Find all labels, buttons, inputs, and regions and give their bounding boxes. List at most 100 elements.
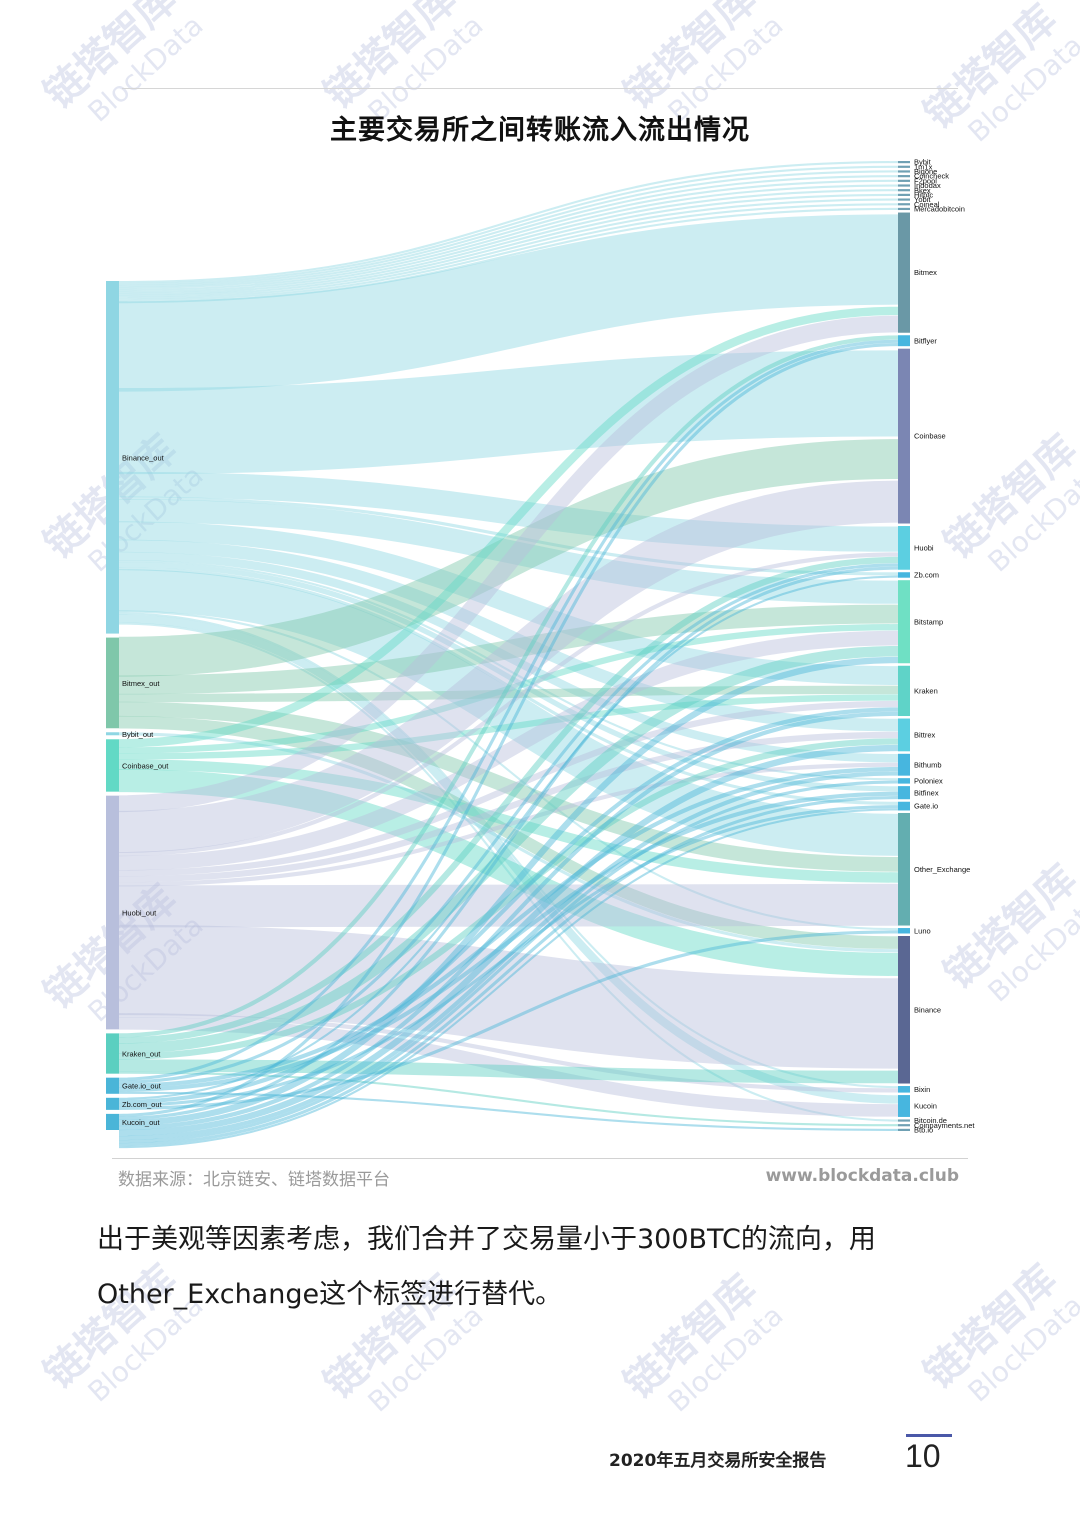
target-node-coineal bbox=[898, 203, 910, 206]
flow-kucoin-out-to-bitfinex bbox=[118, 796, 899, 1147]
target-node-mercadobitcoin bbox=[898, 207, 910, 211]
source-label-kraken-out: Kraken_out bbox=[122, 1050, 161, 1059]
flow-binance-out-to-indodax bbox=[118, 184, 899, 294]
top-divider bbox=[122, 88, 958, 89]
chart-title: 主要交易所之间转账流入流出情况 bbox=[330, 115, 750, 146]
flow-coinbase-out-to-other-exchange bbox=[118, 759, 899, 883]
flow-kucoin-out-to-bittrex bbox=[118, 744, 899, 1137]
target-node-f2pool bbox=[898, 179, 910, 182]
target-node-poloniex bbox=[898, 778, 910, 784]
flow-kucoin-out-to-bitflyer bbox=[118, 342, 899, 1117]
flow-kucoin-out-to-bitstamp bbox=[118, 656, 899, 1127]
page-number-accent-bar bbox=[906, 1434, 952, 1437]
source-node-kucoin-out bbox=[106, 1113, 119, 1130]
target-node-bixin bbox=[898, 1086, 910, 1093]
flow-binance-out-to-bitmex bbox=[118, 214, 899, 392]
body-line-1: 出于美观等因素考虑，我们合并了交易量小于300BTC的流向，用 bbox=[97, 1224, 876, 1255]
flow-binance-out-to-hitbtc bbox=[118, 193, 899, 298]
flow-coinbase-out-to-kraken bbox=[118, 694, 899, 760]
source-label-zb-com-out: Zb.com_out bbox=[122, 1100, 163, 1109]
target-label-binance: Binance bbox=[914, 1005, 941, 1014]
target-label-bittrex: Bittrex bbox=[914, 731, 936, 740]
target-label-kraken: Kraken bbox=[914, 686, 938, 695]
flow-binance-out-to-luno bbox=[118, 610, 899, 931]
flow-huobi-out-to-bitmex bbox=[118, 315, 899, 813]
sankey-chart: Binance_out Bitmex_out Bybit_out Coinbase_o… bbox=[106, 158, 975, 1149]
flow-binance-out-to-bixin bbox=[118, 612, 899, 1089]
target-node-bitmex bbox=[898, 212, 910, 333]
target-label-coinbase: Coinbase bbox=[914, 432, 946, 441]
target-node-yobit bbox=[898, 198, 910, 201]
target-label-coinpayments-net: Coinpayments.net bbox=[914, 1121, 975, 1130]
target-node-zb-com bbox=[898, 572, 910, 578]
target-label-bitcoin-de: Bitcoin.de bbox=[914, 1116, 947, 1125]
target-label-1m1x: 1m1x bbox=[914, 162, 933, 171]
flow-huobi-out-to-kraken bbox=[118, 700, 899, 877]
flow-binance-out-to-coincheck bbox=[118, 175, 899, 290]
target-label-f2pool: F2pool bbox=[914, 176, 937, 185]
flow-binance-out-to-zb-com bbox=[118, 496, 899, 576]
target-label-bigone: Bigone bbox=[914, 167, 937, 176]
flow-kraken-out-to-binance bbox=[118, 1059, 899, 1084]
target-node-gate-io bbox=[898, 801, 910, 811]
target-label-gate-io: Gate.io bbox=[914, 802, 938, 811]
flow-zb-com-out-to-kraken bbox=[118, 707, 899, 1104]
target-label-bithumb: Bithumb bbox=[914, 760, 942, 769]
source-node-coinbase-out bbox=[106, 739, 119, 792]
flow-binance-out-to-bittrex bbox=[118, 539, 899, 732]
target-label-poloniex: Poloniex bbox=[914, 776, 943, 785]
source-label-gate-io-out: Gate.io_out bbox=[122, 1082, 162, 1091]
flow-binance-out-to-poloniex bbox=[118, 560, 899, 781]
target-node-indodax bbox=[898, 184, 910, 187]
target-label-luno: Luno bbox=[914, 926, 931, 935]
source-node-binance-out bbox=[106, 281, 119, 634]
target-node-bittrex bbox=[898, 718, 910, 752]
target-label-coineal: Coineal bbox=[914, 200, 940, 209]
source-node-gate-io-out bbox=[106, 1077, 119, 1094]
flow-binance-out-to-f2pool bbox=[118, 179, 899, 292]
flow-huobi-out-to-kucoin bbox=[118, 1017, 899, 1117]
body-paragraph: 出于美观等因素考虑，我们合并了交易量小于300BTC的流向，用 Other_Ex… bbox=[97, 1212, 977, 1322]
flow-binance-out-to-bitfinex bbox=[118, 561, 899, 792]
target-label-coincheck: Coincheck bbox=[914, 172, 949, 181]
target-node-btb-io bbox=[898, 1128, 910, 1131]
flow-kraken-out-to-bittrex bbox=[118, 738, 899, 1060]
flow-binance-out-to-huobi bbox=[118, 471, 899, 552]
flow-binance-out-to-coineal bbox=[118, 203, 899, 302]
target-node-bitstamp bbox=[898, 580, 910, 664]
flow-binance-out-to-bithumb bbox=[118, 551, 899, 763]
data-source-note: 数据来源：北京链安、链塔数据平台 bbox=[118, 1170, 390, 1190]
source-label-binance-out: Binance_out bbox=[122, 453, 165, 462]
source-label-coinbase-out: Coinbase_out bbox=[122, 761, 169, 770]
target-node-binance bbox=[898, 936, 910, 1084]
target-label-bixin: Bixin bbox=[914, 1085, 930, 1094]
flow-binance-out-to-other-exchange bbox=[118, 569, 899, 856]
target-node-huobi bbox=[898, 526, 910, 570]
bottom-divider bbox=[112, 1158, 968, 1159]
target-label-yobit: Yobit bbox=[914, 195, 931, 204]
flow-gate-io-out-to-bitflyer bbox=[118, 339, 899, 1081]
flow-huobi-out-to-bitstamp bbox=[118, 630, 899, 871]
flow-gate-io-out-to-btb-io bbox=[118, 1091, 899, 1131]
target-node-1m1x bbox=[898, 165, 910, 168]
target-node-bkex bbox=[898, 189, 910, 192]
flow-kraken-out-to-huobi bbox=[118, 556, 899, 1044]
target-node-luno bbox=[898, 928, 910, 934]
target-label-kucoin: Kucoin bbox=[914, 1102, 937, 1111]
flow-binance-out-to-yobit bbox=[118, 198, 899, 300]
sankey-nodes: Binance_out Bitmex_out Bybit_out Coinbase_o… bbox=[106, 158, 975, 1135]
target-label-bybit: Bybit bbox=[914, 158, 932, 167]
flow-bitmex-out-to-coinbase bbox=[118, 439, 899, 677]
target-label-mercadobitcoin: Mercadobitcoin bbox=[914, 205, 965, 214]
target-node-bitcoin-de bbox=[898, 1119, 910, 1122]
flow-binance-out-to-bigone bbox=[118, 170, 899, 288]
flow-kraken-out-to-bitstamp bbox=[118, 645, 899, 1054]
flow-binance-out-to-gate-io bbox=[118, 567, 899, 805]
target-label-indodax: Indodax bbox=[914, 181, 941, 190]
flow-binance-out-to-kraken bbox=[118, 521, 899, 686]
website-link[interactable]: www.blockdata.club bbox=[765, 1166, 959, 1186]
flow-zb-com-out-to-gate-io bbox=[118, 805, 899, 1107]
flow-huobi-out-to-bittrex bbox=[118, 731, 899, 883]
target-label-bitmex: Bitmex bbox=[914, 268, 937, 277]
source-label-huobi-out: Huobi_out bbox=[122, 909, 157, 918]
